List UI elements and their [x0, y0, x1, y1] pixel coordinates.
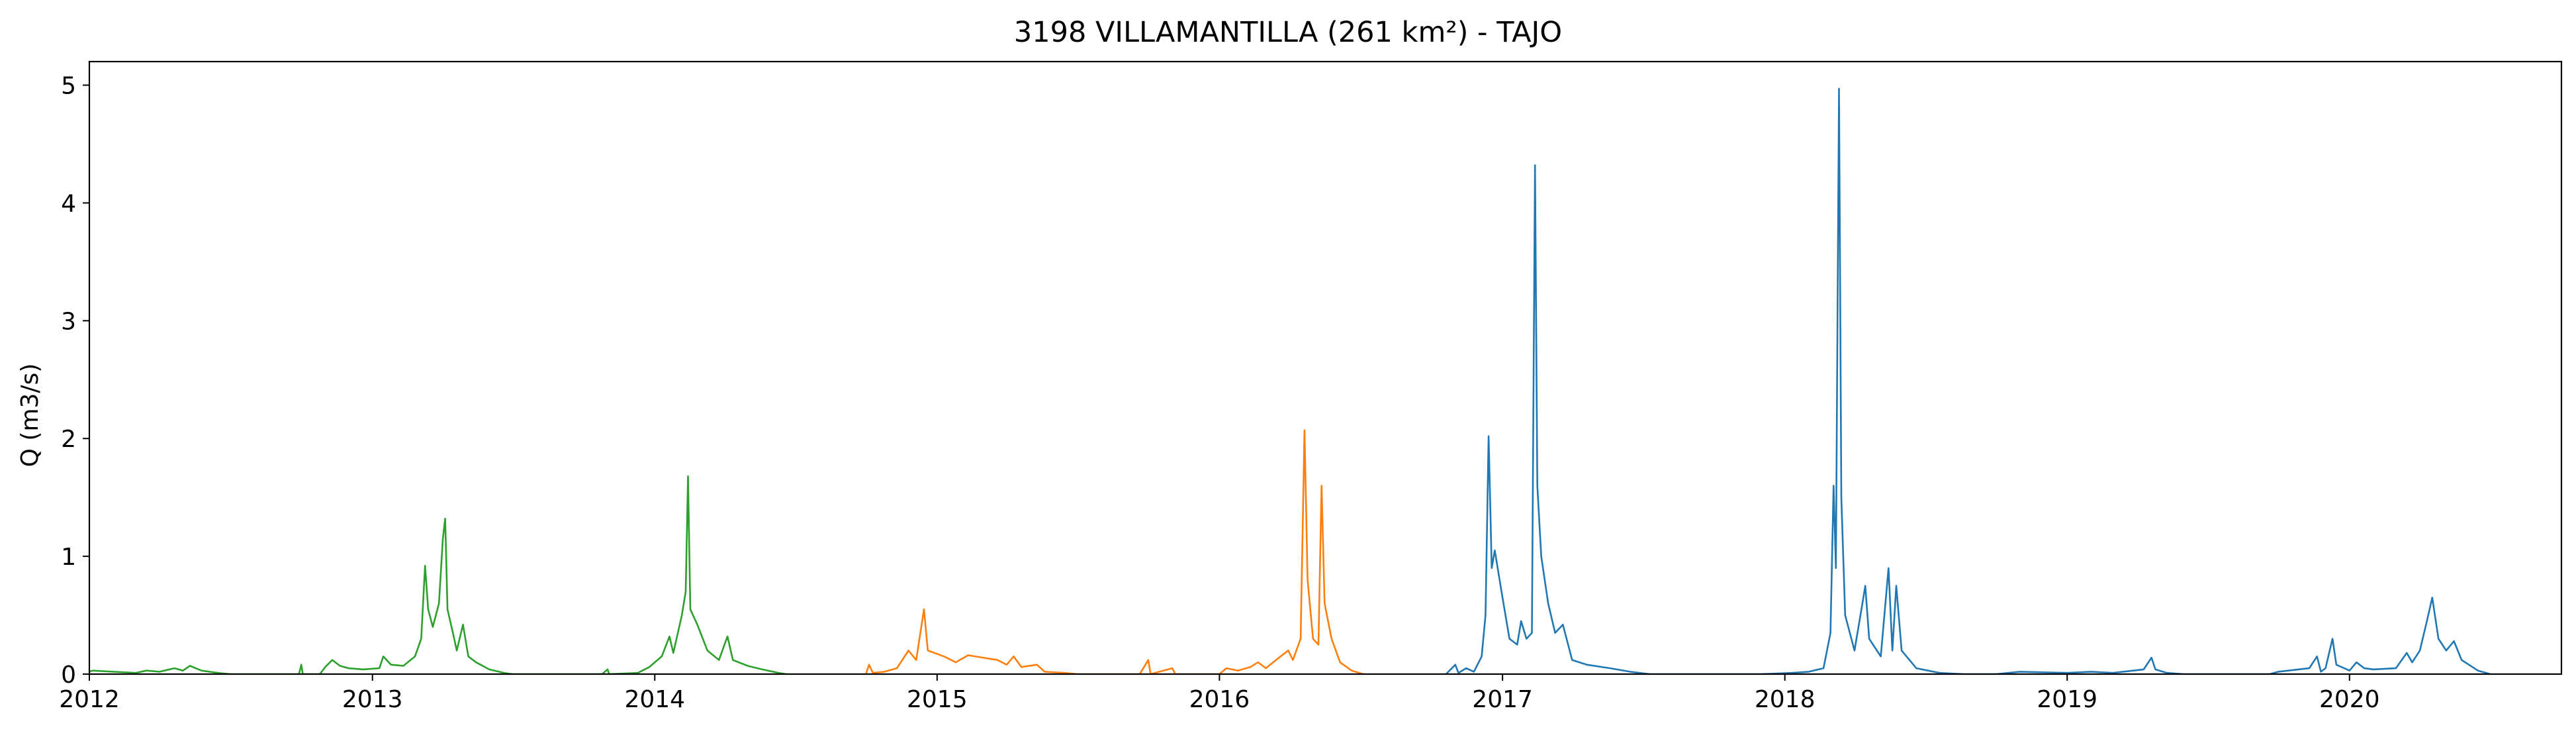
chart-title: 3198 VILLAMANTILLA (261 km²) - TAJO	[1014, 16, 1562, 49]
plot-frame	[88, 60, 2563, 675]
y-tick-label: 3	[61, 308, 76, 335]
x-tick-label: 2019	[2037, 686, 2097, 713]
y-tick-label: 4	[61, 190, 76, 217]
series-line-3	[1445, 87, 2491, 674]
x-tick-label: 2017	[1472, 686, 1533, 713]
y-tick-label: 2	[61, 426, 76, 453]
series-line-1	[89, 475, 788, 674]
y-axis-label: Q (m3/s)	[17, 364, 44, 468]
plot-area: 2012 2013 2014 2015 2016 2017 2018 2019 2020 0 1 2 3…	[59, 60, 2563, 713]
x-tick-label: 2018	[1755, 686, 1816, 713]
series-group	[89, 87, 2491, 674]
y-tick-label: 1	[61, 544, 76, 571]
series-line-2	[865, 429, 1365, 674]
x-tick-label: 2012	[59, 686, 120, 713]
y-tick-label: 0	[61, 662, 76, 689]
y-tick-label: 5	[61, 73, 76, 100]
x-tick-label: 2013	[342, 686, 403, 713]
x-tick-label: 2015	[907, 686, 968, 713]
x-tick-label: 2020	[2319, 686, 2380, 713]
x-tick-label: 2016	[1189, 686, 1250, 713]
x-tick-label: 2014	[624, 686, 685, 713]
